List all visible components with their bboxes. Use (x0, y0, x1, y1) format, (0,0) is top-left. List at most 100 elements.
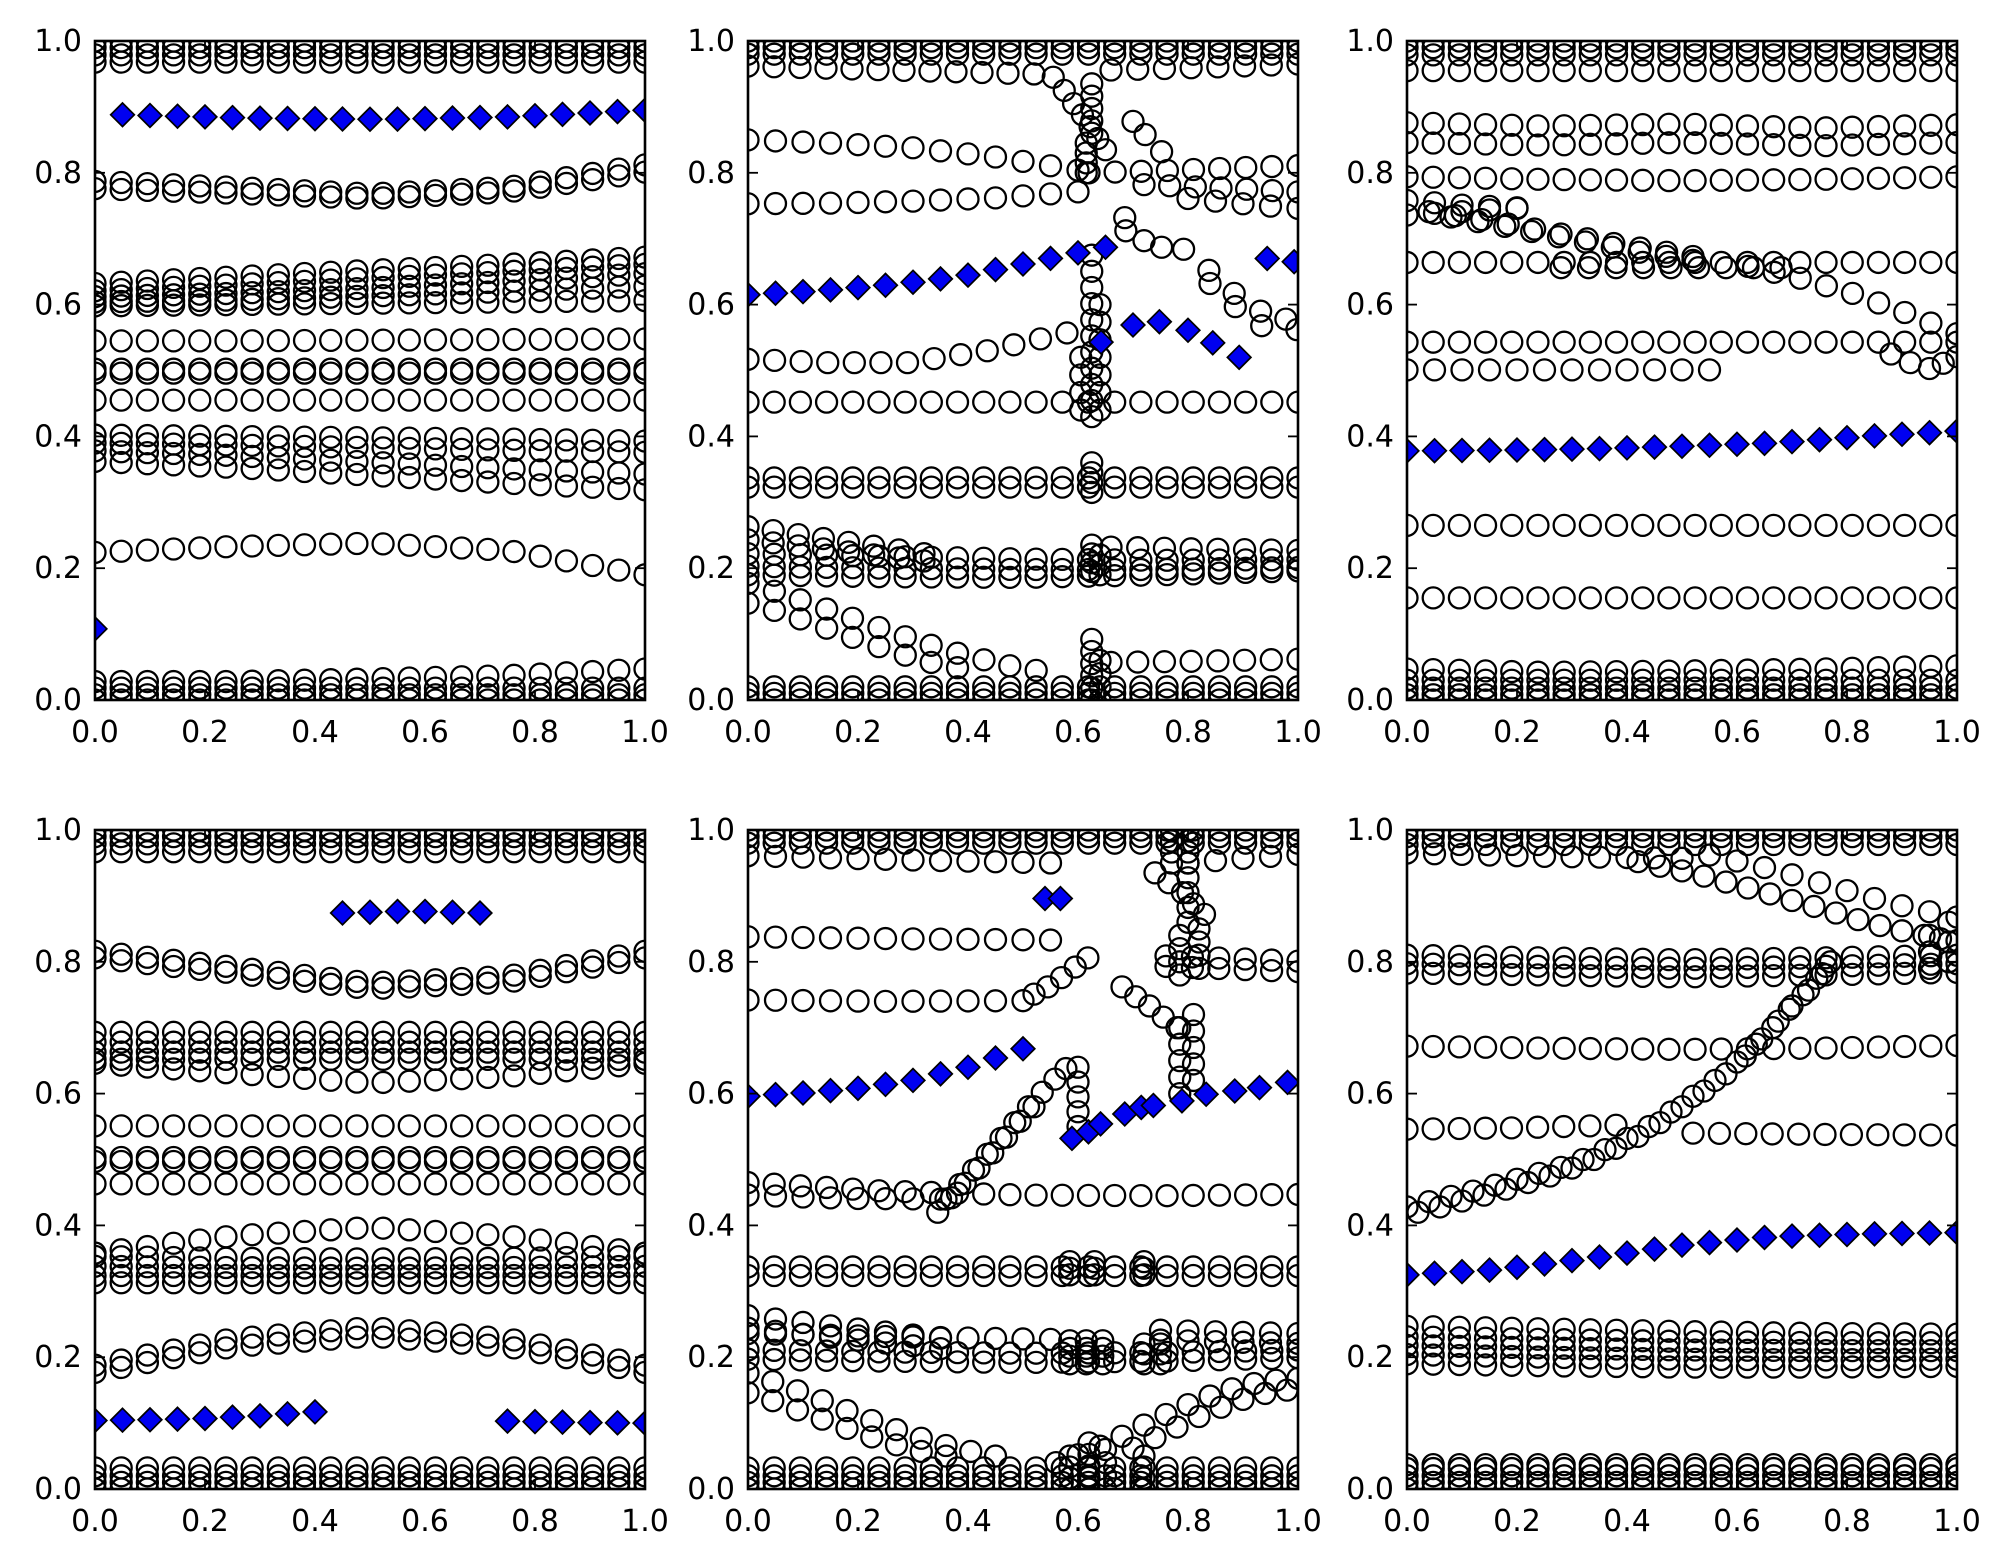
y-tick-label: 0.2 (34, 551, 82, 586)
y-tick-label: 1.0 (34, 24, 82, 59)
axis-ticks (1406, 829, 1958, 1490)
axis-ticks (94, 40, 646, 701)
tick-labels: 0.0 0.2 0.4 0.6 0.8 1.0 0.0 0.2 0.4 0.6 0.8 1.0 (34, 813, 669, 1539)
x-tick-label: 0.8 (1823, 1504, 1871, 1539)
tick-labels: 0.0 0.2 0.4 0.6 0.8 1.0 0.0 0.2 0.4 0.6 0.8 1.0 (687, 24, 1322, 750)
x-tick-label: 0.8 (511, 715, 559, 750)
x-tick-label: 0.2 (1493, 715, 1541, 750)
y-tick-label: 1.0 (1346, 813, 1394, 848)
y-tick-label: 0.0 (1346, 1472, 1394, 1507)
x-tick-label: 0.4 (944, 715, 992, 750)
y-tick-label: 0.0 (687, 1472, 735, 1507)
y-tick-label: 0.6 (34, 1077, 82, 1112)
diamond-markers (748, 885, 1298, 1152)
circle-markers (95, 830, 645, 1489)
x-tick-label: 1.0 (621, 715, 669, 750)
x-tick-label: 0.6 (401, 1504, 449, 1539)
y-tick-label: 0.4 (34, 419, 82, 454)
x-tick-label: 1.0 (1933, 1504, 1981, 1539)
subplot-top-left: 0.0 0.2 0.4 0.6 0.8 1.0 0.0 0.2 0.4 0.6 0.8 1.0 (34, 24, 669, 750)
x-tick-label: 0.8 (1164, 715, 1212, 750)
x-tick-label: 1.0 (621, 1504, 669, 1539)
y-tick-label: 0.6 (34, 288, 82, 323)
marker-layer (95, 41, 645, 700)
y-tick-label: 1.0 (1346, 24, 1394, 59)
x-tick-label: 0.6 (1713, 1504, 1761, 1539)
x-tick-label: 0.0 (724, 1504, 772, 1539)
tick-labels: 0.0 0.2 0.4 0.6 0.8 1.0 0.0 0.2 0.4 0.6 0.8 1.0 (687, 813, 1322, 1539)
y-tick-label: 1.0 (34, 813, 82, 848)
y-tick-label: 0.8 (687, 945, 735, 980)
x-tick-label: 0.0 (1383, 1504, 1431, 1539)
diamond-markers (95, 898, 645, 1437)
marker-layer (748, 830, 1298, 1489)
axes-frame (746, 39, 1300, 702)
x-tick-label: 0.6 (1713, 715, 1761, 750)
y-tick-label: 0.2 (1346, 1340, 1394, 1375)
y-tick-label: 0.4 (1346, 1208, 1394, 1243)
subplot-bottom-left: 0.0 0.2 0.4 0.6 0.8 1.0 0.0 0.2 0.4 0.6 0.8 1.0 (34, 813, 669, 1539)
x-tick-label: 1.0 (1933, 715, 1981, 750)
y-tick-label: 0.2 (687, 551, 735, 586)
y-tick-label: 0.6 (1346, 1077, 1394, 1112)
axes-frame (1405, 39, 1959, 702)
x-tick-label: 0.4 (944, 1504, 992, 1539)
x-tick-label: 0.0 (1383, 715, 1431, 750)
y-tick-label: 0.2 (1346, 551, 1394, 586)
circle-markers (748, 830, 1298, 1489)
x-tick-label: 0.0 (724, 715, 772, 750)
axis-ticks (1406, 40, 1958, 701)
marker-layer (95, 830, 645, 1489)
y-tick-label: 0.2 (34, 1340, 82, 1375)
circle-markers (1407, 41, 1957, 700)
y-tick-label: 0.0 (34, 1472, 82, 1507)
y-tick-label: 0.8 (687, 156, 735, 191)
x-tick-label: 0.4 (291, 715, 339, 750)
y-tick-label: 0.0 (34, 683, 82, 718)
y-tick-label: 1.0 (687, 24, 735, 59)
axis-ticks (747, 829, 1299, 1490)
y-tick-label: 0.2 (687, 1340, 735, 1375)
x-tick-label: 0.2 (834, 715, 882, 750)
x-tick-label: 0.6 (401, 715, 449, 750)
y-tick-label: 0.8 (1346, 945, 1394, 980)
circle-markers (95, 41, 645, 700)
marker-layer (748, 41, 1298, 700)
x-tick-label: 0.2 (181, 715, 229, 750)
diamond-markers (748, 234, 1298, 371)
y-tick-label: 0.6 (687, 1077, 735, 1112)
tick-labels: 0.0 0.2 0.4 0.6 0.8 1.0 0.0 0.2 0.4 0.6 0.8 1.0 (34, 24, 669, 750)
axis-ticks (747, 40, 1299, 701)
circle-markers (748, 41, 1298, 700)
x-tick-label: 1.0 (1274, 715, 1322, 750)
y-tick-label: 0.4 (687, 1208, 735, 1243)
y-tick-label: 0.0 (1346, 683, 1394, 718)
axes-frame (746, 828, 1300, 1491)
y-tick-label: 0.8 (34, 156, 82, 191)
subplot-top-middle: 0.0 0.2 0.4 0.6 0.8 1.0 0.0 0.2 0.4 0.6 0.8 1.0 (687, 24, 1322, 750)
x-tick-label: 0.2 (1493, 1504, 1541, 1539)
y-tick-label: 0.4 (1346, 419, 1394, 454)
x-tick-label: 0.8 (1164, 1504, 1212, 1539)
x-tick-label: 0.0 (71, 1504, 119, 1539)
y-tick-label: 0.0 (687, 683, 735, 718)
diamond-markers (95, 97, 645, 642)
marker-layer (1407, 830, 1957, 1489)
y-tick-label: 0.4 (687, 419, 735, 454)
x-tick-label: 0.8 (511, 1504, 559, 1539)
diamond-markers (1407, 418, 1957, 464)
subplot-top-right: 0.0 0.2 0.4 0.6 0.8 1.0 0.0 0.2 0.4 0.6 0.8 1.0 (1346, 24, 1981, 750)
circle-markers (1407, 830, 1957, 1489)
y-tick-label: 0.6 (1346, 288, 1394, 323)
x-tick-label: 0.4 (291, 1504, 339, 1539)
tick-labels: 0.0 0.2 0.4 0.6 0.8 1.0 0.0 0.2 0.4 0.6 0.8 1.0 (1346, 813, 1981, 1539)
axes-frame (93, 828, 647, 1491)
y-tick-label: 0.4 (34, 1208, 82, 1243)
y-tick-label: 0.8 (34, 945, 82, 980)
x-tick-label: 0.8 (1823, 715, 1871, 750)
tick-labels: 0.0 0.2 0.4 0.6 0.8 1.0 0.0 0.2 0.4 0.6 0.8 1.0 (1346, 24, 1981, 750)
marker-layer (1407, 41, 1957, 700)
y-tick-label: 1.0 (687, 813, 735, 848)
